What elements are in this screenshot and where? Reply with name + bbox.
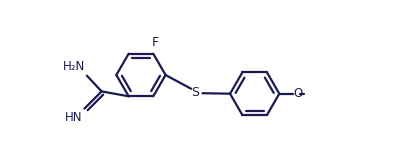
Text: O: O xyxy=(294,87,303,100)
Text: H₂N: H₂N xyxy=(63,60,85,73)
Text: S: S xyxy=(192,86,200,99)
Text: HN: HN xyxy=(65,111,82,124)
Text: F: F xyxy=(152,36,159,49)
